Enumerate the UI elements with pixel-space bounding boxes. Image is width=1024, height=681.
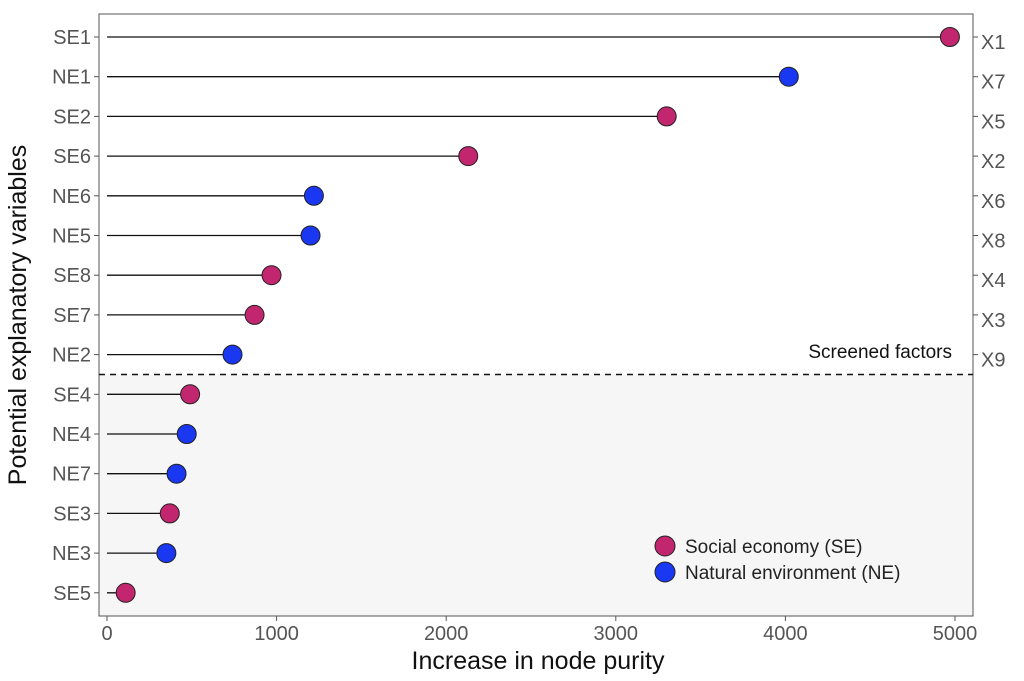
lollipop-point	[176, 424, 197, 444]
x-tick-label: 4000	[763, 623, 808, 645]
lollipop-point	[656, 106, 677, 127]
unscreened-region-shading	[99, 374, 973, 616]
screened-factors-annotation: Screened factors	[808, 342, 952, 363]
lollipop-point	[159, 503, 180, 524]
y-tick-label: NE3	[52, 543, 91, 565]
secondary-y-tick-label: X7	[981, 72, 1005, 94]
y-tick-label: NE2	[52, 345, 91, 367]
x-tick-label: 2000	[424, 623, 469, 645]
lollipop-point	[778, 66, 799, 87]
secondary-y-tick-label: X2	[981, 151, 1005, 173]
y-tick-label: NE5	[52, 226, 91, 248]
secondary-y-tick-label: X8	[981, 231, 1005, 253]
y-tick-label: SE8	[53, 265, 91, 287]
legend: Social economy (SE) Natural environment (…	[654, 535, 900, 584]
lollipop-point	[458, 146, 479, 167]
secondary-y-tick-label: X1	[981, 32, 1005, 54]
secondary-y-tick-label: X5	[981, 111, 1005, 133]
y-tick-label: NE4	[52, 424, 91, 446]
axis-labels-layer: 0 1000 2000 3000 4000 5000 SE1 X1 NE1 X7 SE2 X5 SE6 X…	[52, 27, 1005, 645]
lollipop-point	[222, 344, 243, 365]
lollipop-point	[939, 27, 960, 47]
y-tick-label: SE4	[53, 384, 91, 406]
legend-label: Natural environment (NE)	[685, 563, 900, 584]
secondary-y-tick-label: X6	[981, 191, 1005, 213]
lollipop-point	[115, 582, 136, 603]
y-tick-label: SE3	[53, 503, 91, 525]
tick-marks-layer	[94, 36, 978, 621]
lollipop-point	[156, 543, 177, 564]
lollipop-point	[244, 304, 265, 325]
lollipop-point	[261, 265, 282, 286]
x-tick-label: 5000	[933, 623, 978, 645]
y-tick-label: SE2	[53, 106, 91, 128]
lollipop-point	[300, 225, 321, 246]
y-tick-label: NE6	[52, 186, 91, 208]
x-tick-label: 0	[101, 623, 112, 645]
lollipop-point	[180, 384, 201, 405]
y-tick-label: NE7	[52, 464, 91, 486]
legend-label: Social economy (SE)	[685, 537, 862, 558]
x-axis-title: Increase in node purity	[412, 647, 665, 675]
y-tick-label: SE6	[53, 146, 91, 168]
background-layer	[98, 13, 974, 617]
lollipop-point	[166, 463, 187, 484]
lollipop-marks-layer	[107, 27, 960, 603]
legend-swatch	[654, 535, 676, 557]
y-tick-label: NE1	[52, 67, 91, 89]
x-tick-label: 3000	[594, 623, 639, 645]
y-tick-label: SE1	[53, 27, 91, 49]
y-tick-label: SE7	[53, 305, 91, 327]
lollipop-point	[303, 185, 324, 206]
y-tick-label: SE5	[53, 583, 91, 605]
secondary-y-tick-label: X9	[981, 350, 1005, 372]
secondary-y-tick-label: X4	[981, 270, 1005, 292]
secondary-y-tick-label: X3	[981, 310, 1005, 332]
legend-swatch	[654, 561, 676, 583]
x-tick-label: 1000	[254, 623, 299, 645]
y-axis-title: Potential explanatory variables	[4, 145, 32, 485]
